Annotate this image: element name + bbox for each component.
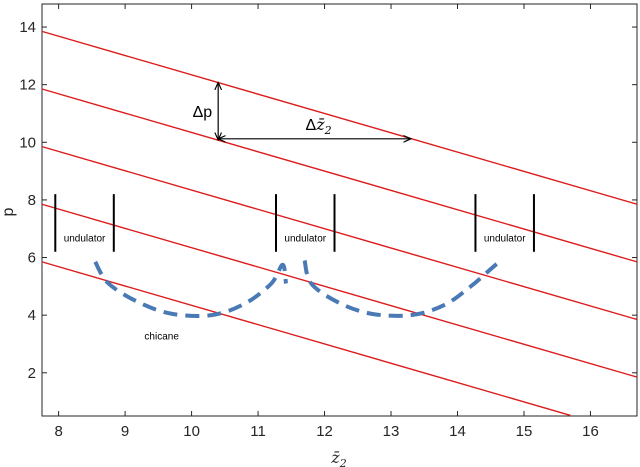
x-tick-label-11: 11 [250,423,266,440]
delta-z-label: Δz̄2 [306,115,332,137]
chicane-path-1 [93,260,288,319]
y-tick-label-12: 12 [19,77,36,94]
series-line-2 [41,88,638,263]
chicanes: chicane [93,259,499,343]
chicane-path-2 [302,259,499,318]
y-tick-label-4: 4 [28,307,36,324]
x-axis: 8 9 10 11 12 13 14 15 16 [54,4,599,440]
series-lines [41,30,638,417]
x-tick-label-14: 14 [449,423,466,440]
y-tick-label-2: 2 [28,365,36,382]
undulators: undulator undulator undulator [54,194,535,252]
y-tick-label-10: 10 [19,134,36,151]
series-line-1 [41,30,638,205]
y-tick-label-14: 14 [19,19,36,36]
y-axis-label: p [0,207,17,216]
annotations: Δp Δz̄2 [193,82,411,140]
x-tick-label-13: 13 [383,423,400,440]
x-tick-label-16: 16 [582,423,599,440]
series-line-5 [41,261,571,417]
x-tick-label-12: 12 [316,423,333,440]
x-axis-label: z̄2 [330,448,346,467]
plot-area [41,3,638,417]
delta-p-label: Δp [193,104,213,121]
x-tick-label-8: 8 [54,423,62,440]
series-line-3 [41,145,638,321]
undulator-label-1: undulator [64,234,106,245]
x-tick-label-15: 15 [516,423,533,440]
undulator-label-3: undulator [484,234,526,245]
x-tick-label-9: 9 [121,423,129,440]
x-tick-label-10: 10 [183,423,200,440]
y-tick-label-6: 6 [28,250,36,267]
undulator-label-2: undulator [284,234,326,245]
y-axis: 2 4 6 8 10 12 14 [19,19,637,382]
y-tick-label-8: 8 [28,192,36,209]
series-line-4 [41,203,638,378]
chicane-label: chicane [144,332,179,343]
